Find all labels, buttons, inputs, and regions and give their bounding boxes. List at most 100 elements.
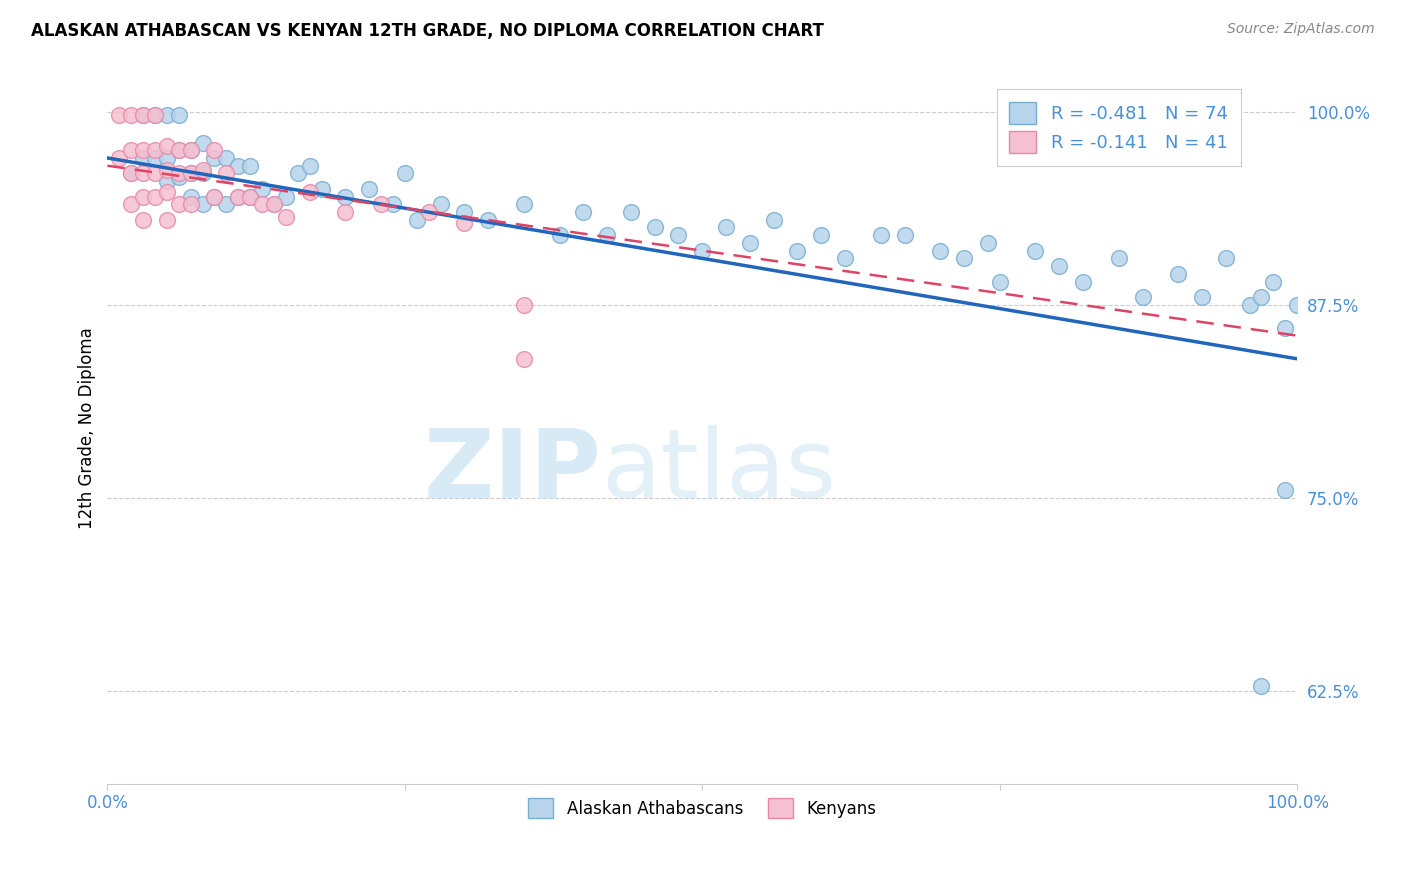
Point [513,351,536,366]
Point [167,108,190,122]
Point [263,197,285,211]
Point [394,166,416,180]
Point [263,197,285,211]
Point [180,143,202,157]
Point [1250,290,1272,304]
Point [239,189,262,203]
Point [274,189,297,203]
Point [156,151,179,165]
Point [298,185,321,199]
Point [762,212,785,227]
Point [929,244,952,258]
Text: atlas: atlas [602,425,837,517]
Point [167,166,190,180]
Point [215,166,238,180]
Point [298,159,321,173]
Point [893,228,915,243]
Point [156,163,179,178]
Point [977,235,1000,250]
Point [250,182,273,196]
Point [180,197,202,211]
Text: ZIP: ZIP [423,425,602,517]
Point [786,244,808,258]
Text: ALASKAN ATHABASCAN VS KENYAN 12TH GRADE, NO DIPLOMA CORRELATION CHART: ALASKAN ATHABASCAN VS KENYAN 12TH GRADE,… [31,22,824,40]
Point [596,228,619,243]
Point [834,252,856,266]
Point [180,143,202,157]
Point [143,143,166,157]
Point [132,108,155,122]
Point [226,159,249,173]
Point [167,143,190,157]
Point [1274,321,1296,335]
Point [381,197,404,211]
Legend: Alaskan Athabascans, Kenyans: Alaskan Athabascans, Kenyans [522,791,883,825]
Point [156,185,179,199]
Point [132,143,155,157]
Point [668,228,690,243]
Point [167,169,190,184]
Point [143,108,166,122]
Point [869,228,891,243]
Point [156,174,179,188]
Point [1250,679,1272,693]
Point [287,166,309,180]
Point [143,108,166,122]
Point [418,205,440,219]
Point [311,182,333,196]
Point [132,108,155,122]
Point [156,138,179,153]
Point [191,163,214,178]
Point [215,151,238,165]
Point [1108,252,1130,266]
Point [215,197,238,211]
Point [810,228,832,243]
Point [204,189,226,203]
Point [239,159,262,173]
Point [513,197,536,211]
Point [274,210,297,224]
Point [108,151,131,165]
Point [132,189,155,203]
Point [156,108,179,122]
Point [180,166,202,180]
Point [359,182,381,196]
Point [714,220,737,235]
Text: Source: ZipAtlas.com: Source: ZipAtlas.com [1227,22,1375,37]
Point [453,216,475,230]
Point [477,212,499,227]
Point [513,298,536,312]
Point [226,189,249,203]
Point [108,108,131,122]
Point [453,205,475,219]
Point [1239,298,1261,312]
Point [690,244,713,258]
Point [191,166,214,180]
Point [572,205,595,219]
Point [548,228,571,243]
Point [405,212,427,227]
Point [204,189,226,203]
Point [120,166,142,180]
Point [191,197,214,211]
Point [180,166,202,180]
Point [1263,275,1285,289]
Point [167,143,190,157]
Point [132,166,155,180]
Point [370,197,392,211]
Point [120,143,142,157]
Point [1024,244,1046,258]
Point [143,166,166,180]
Point [132,212,155,227]
Point [1167,267,1189,281]
Point [644,220,666,235]
Point [1215,252,1237,266]
Point [335,189,357,203]
Point [335,205,357,219]
Point [239,189,262,203]
Point [1132,290,1154,304]
Point [143,151,166,165]
Point [120,197,142,211]
Y-axis label: 12th Grade, No Diploma: 12th Grade, No Diploma [79,327,96,529]
Point [226,189,249,203]
